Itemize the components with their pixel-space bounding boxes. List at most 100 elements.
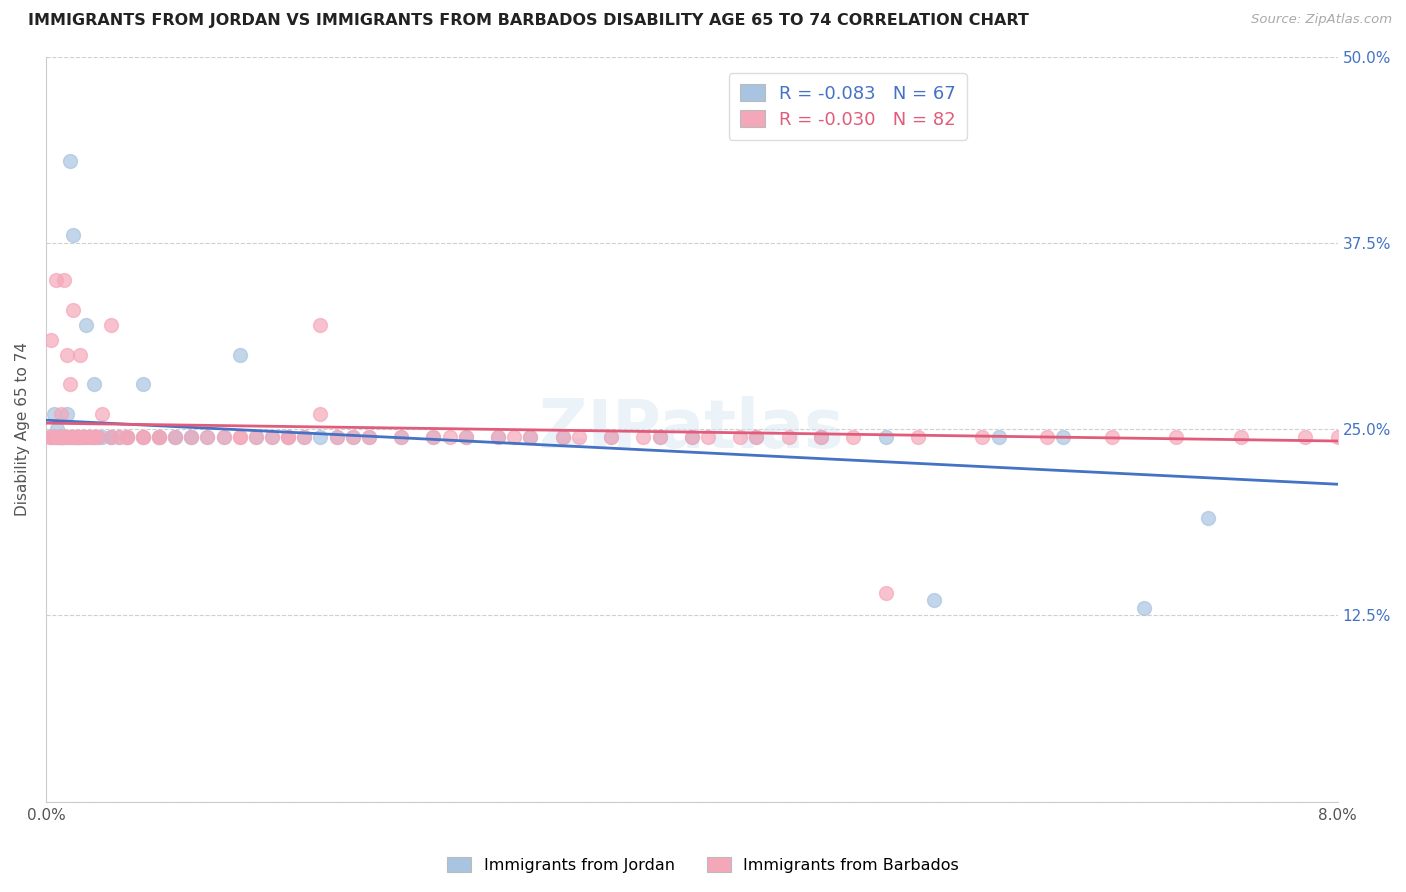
Point [1052,429,1074,443]
Point [648,429,671,443]
Point [309,407,332,421]
Point [277,429,299,443]
Point [70,429,93,443]
Point [132,429,155,443]
Point [79,429,101,443]
Point [875,586,897,600]
Point [165,429,187,443]
Point [245,429,267,443]
Point [148,429,170,443]
Point [100,429,122,443]
Point [75,318,97,332]
Point [60,429,83,443]
Point [292,429,315,443]
Point [51,429,73,443]
Point [1036,429,1059,443]
Point [69,348,91,362]
Point [48,429,70,443]
Point [67,429,90,443]
Point [309,318,332,332]
Point [600,429,623,443]
Point [728,429,751,443]
Point [42,429,65,443]
Point [228,429,250,443]
Point [389,429,412,443]
Point [277,429,299,443]
Point [292,429,315,443]
Point [75,429,97,443]
Point [79,429,101,443]
Text: IMMIGRANTS FROM JORDAN VS IMMIGRANTS FROM BARBADOS DISABILITY AGE 65 TO 74 CORRE: IMMIGRANTS FROM JORDAN VS IMMIGRANTS FRO… [28,13,1029,29]
Point [58,429,80,443]
Point [228,429,250,443]
Point [86,429,108,443]
Point [1229,429,1251,443]
Point [1166,429,1188,443]
Point [115,429,138,443]
Point [922,593,945,607]
Point [325,429,347,443]
Point [681,429,703,443]
Point [439,429,461,443]
Point [60,429,83,443]
Point [132,429,155,443]
Point [197,429,219,443]
Point [551,429,574,443]
Point [212,429,235,443]
Point [100,318,122,332]
Point [180,429,202,443]
Point [62,302,84,317]
Point [486,429,509,443]
Text: Source: ZipAtlas.com: Source: ZipAtlas.com [1251,13,1392,27]
Point [107,429,129,443]
Point [325,429,347,443]
Point [46,422,69,436]
Point [745,429,768,443]
Point [245,429,267,443]
Point [503,429,526,443]
Point [357,429,380,443]
Legend: Immigrants from Jordan, Immigrants from Barbados: Immigrants from Jordan, Immigrants from … [440,851,966,880]
Point [45,429,67,443]
Point [260,429,283,443]
Point [49,429,72,443]
Point [132,429,155,443]
Point [1198,511,1220,525]
Point [100,429,122,443]
Point [422,429,444,443]
Point [83,429,105,443]
Point [1101,429,1123,443]
Point [132,377,155,392]
Point [697,429,720,443]
Point [633,429,655,443]
Point [148,429,170,443]
Point [67,429,90,443]
Point [72,429,94,443]
Point [165,429,187,443]
Legend: R = -0.083   N = 67, R = -0.030   N = 82: R = -0.083 N = 67, R = -0.030 N = 82 [728,73,967,140]
Point [48,429,70,443]
Point [62,228,84,243]
Point [45,273,67,287]
Point [51,429,73,443]
Point [67,429,90,443]
Point [39,333,62,347]
Point [58,429,80,443]
Point [83,429,105,443]
Point [148,429,170,443]
Point [59,153,82,168]
Point [309,429,332,443]
Point [260,429,283,443]
Point [212,429,235,443]
Point [778,429,800,443]
Point [1133,600,1156,615]
Point [63,429,86,443]
Point [180,429,202,443]
Point [39,429,62,443]
Point [115,429,138,443]
Point [681,429,703,443]
Point [519,429,541,443]
Point [100,429,122,443]
Point [519,429,541,443]
Point [568,429,591,443]
